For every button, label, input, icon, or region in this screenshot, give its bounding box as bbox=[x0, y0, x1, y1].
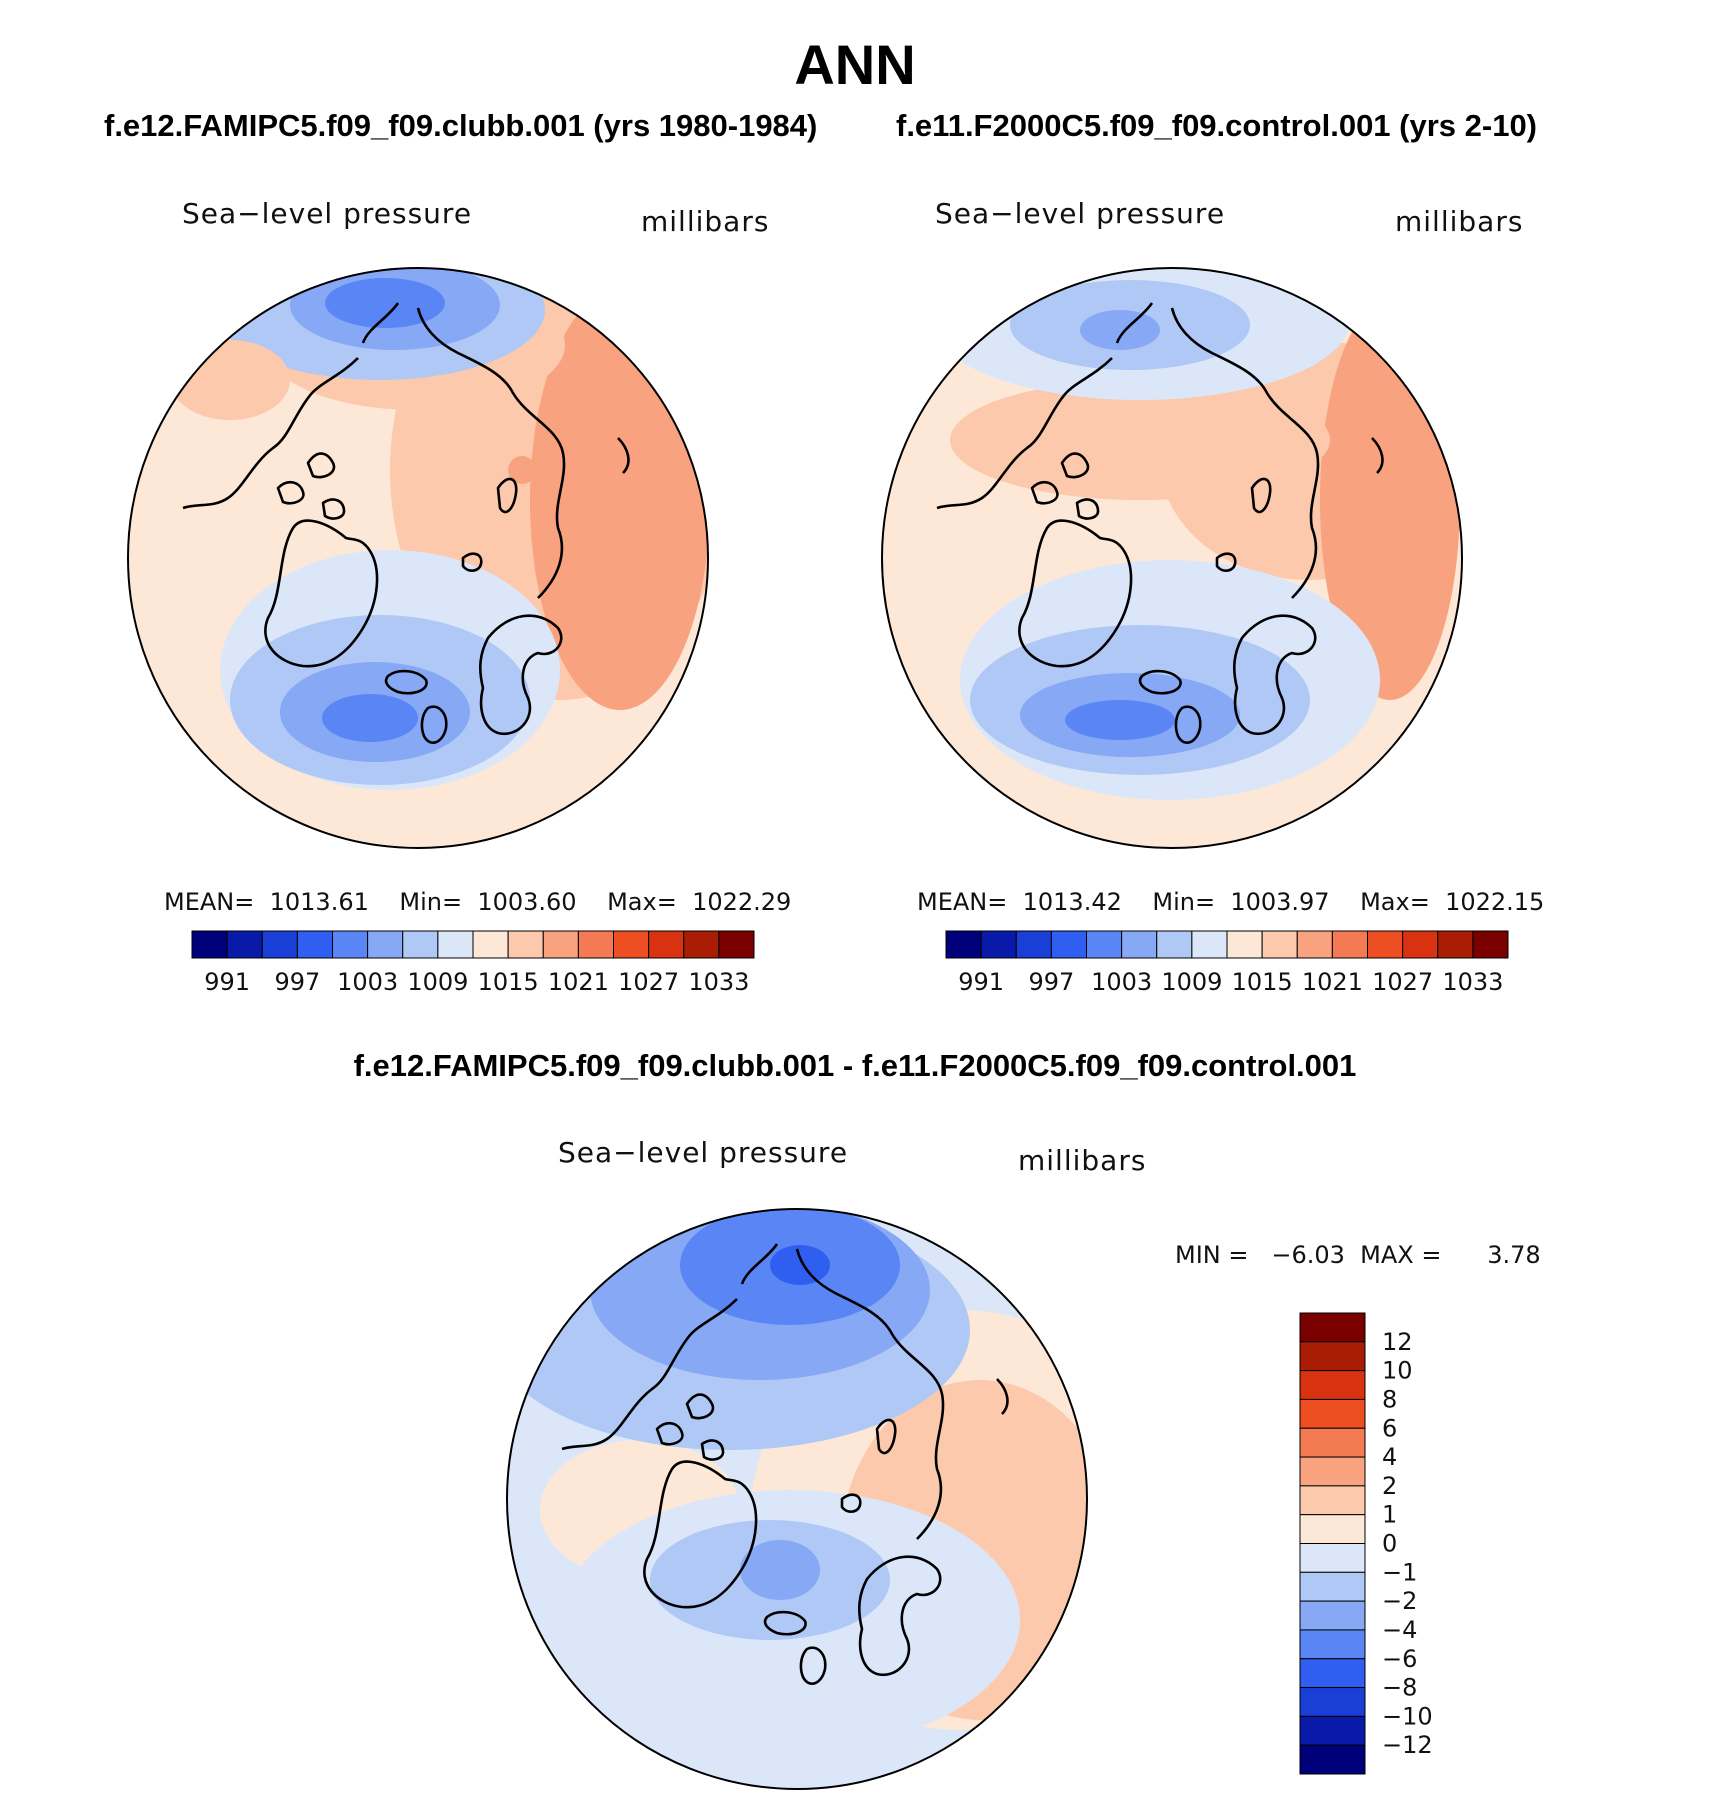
colorbar-swatch bbox=[1086, 930, 1123, 959]
colorbar-swatch bbox=[332, 930, 369, 959]
colorbar-swatch bbox=[1226, 930, 1263, 959]
colorbar-swatch bbox=[296, 930, 333, 959]
colorbar-tick-label: 991 bbox=[958, 968, 1004, 996]
colorbar-tick-label: 1027 bbox=[1372, 968, 1433, 996]
colorbar-swatch bbox=[1299, 1658, 1366, 1689]
colorbar-tick-label: 1027 bbox=[618, 968, 679, 996]
colorbar-tick-label: 2 bbox=[1382, 1472, 1397, 1500]
panel2-stats: MEAN= 1013.42 Min= 1003.97 Max= 1022.15 bbox=[917, 888, 1545, 916]
colorbar-swatch bbox=[1299, 1370, 1366, 1400]
colorbar-swatch bbox=[226, 930, 263, 959]
colorbar-tick-label: 1015 bbox=[1232, 968, 1293, 996]
diff-units-label: millibars bbox=[1018, 1144, 1147, 1177]
colorbar-swatch bbox=[472, 930, 509, 959]
colorbar-swatch bbox=[1331, 930, 1368, 959]
panel1-units-label: millibars bbox=[641, 205, 770, 238]
colorbar-tick-label: 1009 bbox=[1161, 968, 1222, 996]
colorbar-swatch bbox=[1261, 930, 1298, 959]
colorbar-tick-label: −12 bbox=[1382, 1731, 1433, 1759]
colorbar-tick-label: 4 bbox=[1382, 1443, 1397, 1471]
colorbar-swatch bbox=[1472, 930, 1509, 959]
colorbar-tick-label: 1015 bbox=[478, 968, 539, 996]
colorbar-swatch bbox=[191, 930, 228, 959]
colorbar-tick-label: −6 bbox=[1382, 1645, 1417, 1673]
colorbar-swatch bbox=[1299, 1629, 1366, 1660]
colorbar-tick-label: −10 bbox=[1382, 1702, 1433, 1730]
colorbar-swatch bbox=[1299, 1543, 1366, 1573]
panel1-variable-label: Sea−level pressure bbox=[182, 197, 473, 230]
diff-variable-label: Sea−level pressure bbox=[558, 1136, 849, 1169]
colorbar-swatch bbox=[1299, 1427, 1366, 1458]
panel2-variable-label: Sea−level pressure bbox=[935, 197, 1226, 230]
colorbar-swatch bbox=[1050, 930, 1087, 959]
panel1-map bbox=[127, 267, 709, 849]
colorbar-swatch bbox=[1402, 930, 1439, 959]
panel2-map bbox=[881, 267, 1463, 849]
colorbar-tick-label: 1033 bbox=[1442, 968, 1503, 996]
colorbar-swatch bbox=[1299, 1312, 1366, 1343]
colorbar-swatch bbox=[1367, 930, 1404, 959]
colorbar-swatch bbox=[1299, 1514, 1366, 1544]
figure-title: ANN bbox=[794, 33, 916, 96]
colorbar-swatch bbox=[1299, 1341, 1366, 1372]
colorbar-swatch bbox=[945, 930, 982, 959]
colorbar-swatch bbox=[1299, 1600, 1366, 1631]
colorbar-tick-label: 991 bbox=[204, 968, 250, 996]
colorbar-tick-label: −2 bbox=[1382, 1587, 1417, 1615]
colorbar-tick-label: −1 bbox=[1382, 1558, 1417, 1586]
colorbar-swatch bbox=[980, 930, 1017, 959]
colorbar-swatch bbox=[1015, 930, 1052, 959]
colorbar-swatch bbox=[1299, 1744, 1366, 1775]
colorbar-tick-label: 12 bbox=[1382, 1328, 1413, 1356]
colorbar-swatch bbox=[1437, 930, 1474, 959]
colorbar-swatch bbox=[577, 930, 614, 959]
panel1-stats: MEAN= 1013.61 Min= 1003.60 Max= 1022.29 bbox=[164, 888, 792, 916]
colorbar-swatch bbox=[1191, 930, 1228, 959]
colorbar-tick-label: 0 bbox=[1382, 1530, 1397, 1558]
colorbar-tick-label: 8 bbox=[1382, 1385, 1397, 1413]
colorbar-swatch bbox=[683, 930, 720, 959]
colorbar-tick-label: 6 bbox=[1382, 1414, 1397, 1442]
colorbar-swatch bbox=[1156, 930, 1193, 959]
colorbar-swatch bbox=[613, 930, 650, 959]
colorbar-swatch bbox=[1299, 1687, 1366, 1717]
colorbar-tick-label: −4 bbox=[1382, 1616, 1417, 1644]
colorbar-swatch bbox=[507, 930, 544, 959]
colorbar-swatch bbox=[1299, 1571, 1366, 1602]
panel1-colorbar: 991 997 1003 1009 1015 1021 1027 1033 bbox=[191, 930, 755, 996]
colorbar-swatch bbox=[437, 930, 474, 959]
diff-map bbox=[506, 1208, 1088, 1790]
colorbar-swatch bbox=[1299, 1398, 1366, 1429]
colorbar-swatch bbox=[1121, 930, 1158, 959]
colorbar-swatch bbox=[718, 930, 755, 959]
panel1-case-title: f.e12.FAMIPC5.f09_f09.clubb.001 (yrs 198… bbox=[104, 108, 818, 143]
colorbar-tick-label: 1033 bbox=[688, 968, 749, 996]
colorbar-swatch bbox=[1299, 1485, 1366, 1516]
diff-stats: MIN = −6.03 MAX = 3.78 bbox=[1175, 1241, 1541, 1269]
colorbar-swatch bbox=[1299, 1456, 1366, 1487]
colorbar-tick-label: 997 bbox=[274, 968, 320, 996]
colorbar-tick-label: 1 bbox=[1382, 1501, 1397, 1529]
colorbar-tick-label: 1003 bbox=[337, 968, 398, 996]
colorbar-swatch bbox=[402, 930, 439, 959]
panel2-case-title: f.e11.F2000C5.f09_f09.control.001 (yrs 2… bbox=[896, 108, 1538, 143]
colorbar-swatch bbox=[648, 930, 685, 959]
colorbar-swatch bbox=[367, 930, 404, 959]
colorbar-swatch bbox=[542, 930, 579, 959]
colorbar-tick-label: 997 bbox=[1028, 968, 1074, 996]
colorbar-swatch bbox=[261, 930, 298, 959]
colorbar-swatch bbox=[1296, 930, 1333, 959]
colorbar-tick-label: 1021 bbox=[548, 968, 609, 996]
colorbar-tick-label: 10 bbox=[1382, 1357, 1413, 1385]
colorbar-tick-label: −8 bbox=[1382, 1674, 1417, 1702]
diff-panel-title: f.e12.FAMIPC5.f09_f09.clubb.001 - f.e11.… bbox=[353, 1048, 1357, 1083]
panel2-units-label: millibars bbox=[1395, 205, 1524, 238]
colorbar-tick-label: 1003 bbox=[1091, 968, 1152, 996]
colorbar-tick-label: 1021 bbox=[1302, 968, 1363, 996]
panel2-colorbar: 991 997 1003 1009 1015 1021 1027 1033 bbox=[945, 930, 1509, 996]
colorbar-tick-label: 1009 bbox=[407, 968, 468, 996]
colorbar-swatch bbox=[1299, 1715, 1366, 1746]
